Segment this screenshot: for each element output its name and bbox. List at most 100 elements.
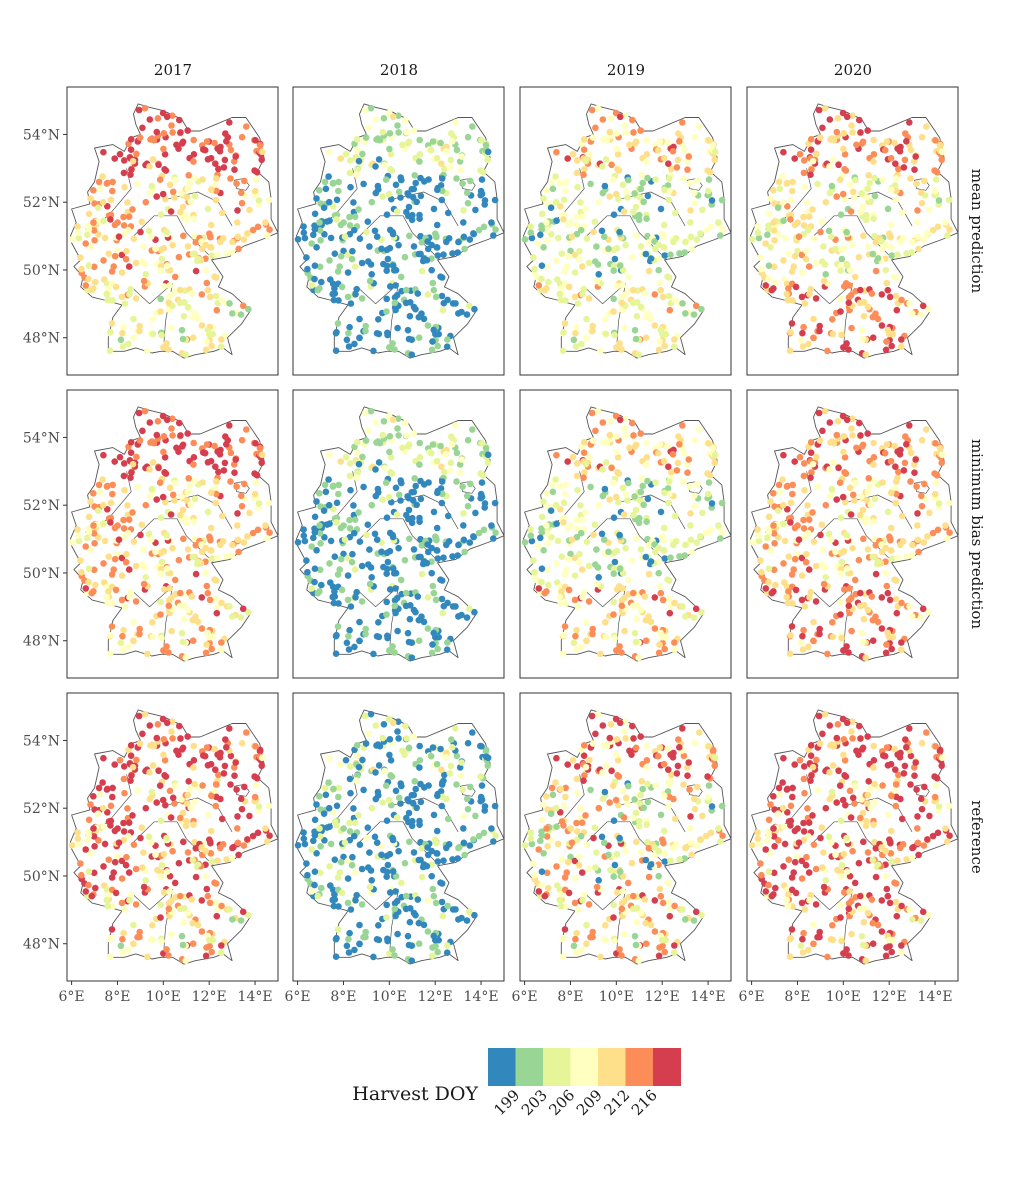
station-point <box>207 457 215 465</box>
station-point <box>460 825 467 832</box>
station-point <box>685 456 692 463</box>
station-point <box>356 315 363 323</box>
station-point <box>618 905 626 913</box>
station-point <box>179 335 187 343</box>
station-point <box>168 930 175 938</box>
station-point <box>887 457 895 465</box>
station-point <box>204 508 212 516</box>
station-point <box>477 793 485 801</box>
station-point <box>892 175 900 182</box>
station-point <box>592 730 599 738</box>
station-point <box>464 502 472 510</box>
station-point <box>484 148 492 156</box>
station-point <box>189 940 197 947</box>
station-point <box>571 269 579 276</box>
station-point <box>90 869 98 877</box>
station-point <box>378 548 385 556</box>
station-point <box>175 253 183 261</box>
station-point <box>783 290 790 298</box>
station-point <box>345 949 353 956</box>
station-point <box>785 250 793 257</box>
station-point <box>340 825 347 832</box>
station-point <box>840 145 847 153</box>
station-point <box>573 929 580 937</box>
station-point <box>704 187 712 195</box>
station-point <box>173 444 180 452</box>
station-point <box>896 148 904 155</box>
station-point <box>878 594 886 601</box>
station-point <box>351 869 359 876</box>
station-point <box>590 228 597 236</box>
station-point <box>611 634 618 642</box>
station-point <box>785 588 792 595</box>
station-point <box>800 323 807 331</box>
station-point <box>643 136 650 144</box>
station-point <box>350 805 357 812</box>
station-point <box>264 535 271 542</box>
station-point <box>452 119 459 126</box>
station-point <box>553 754 560 762</box>
station-point <box>810 538 818 545</box>
station-point <box>452 725 459 732</box>
station-point <box>191 232 198 240</box>
station-point <box>394 425 401 432</box>
station-point <box>370 347 377 355</box>
station-point <box>640 804 647 812</box>
station-point <box>353 285 361 293</box>
station-point <box>924 836 931 843</box>
station-point <box>770 490 777 497</box>
station-point <box>805 566 813 573</box>
station-point <box>840 244 848 252</box>
station-point <box>673 770 681 777</box>
station-point <box>549 791 557 799</box>
station-point <box>144 953 151 961</box>
station-point <box>637 303 645 311</box>
station-point <box>888 948 895 956</box>
station-point <box>358 598 366 605</box>
station-point <box>803 550 810 558</box>
station-point <box>203 641 210 648</box>
station-point <box>660 524 668 532</box>
station-point <box>388 195 395 203</box>
station-point <box>809 206 816 213</box>
station-point <box>105 250 113 257</box>
station-point <box>633 838 640 846</box>
station-point <box>68 236 76 243</box>
station-point <box>781 537 789 545</box>
station-point <box>364 521 372 528</box>
station-point <box>433 457 441 465</box>
station-point <box>386 130 394 137</box>
station-point <box>606 193 613 200</box>
station-point <box>384 861 392 869</box>
station-point <box>189 919 197 927</box>
station-point <box>717 232 724 239</box>
station-point <box>559 347 567 355</box>
station-point <box>656 338 663 345</box>
station-point <box>140 580 148 588</box>
station-point <box>178 190 185 197</box>
station-point <box>610 514 618 521</box>
station-point <box>139 258 146 265</box>
station-point <box>346 626 353 634</box>
station-point <box>609 782 617 789</box>
station-point <box>545 884 552 892</box>
station-point <box>833 193 840 200</box>
station-point <box>212 898 220 906</box>
station-point <box>883 279 891 287</box>
station-point <box>145 227 153 235</box>
station-point <box>112 283 120 291</box>
station-point <box>256 444 264 452</box>
station-point <box>142 271 149 278</box>
station-point <box>843 340 850 347</box>
station-point <box>800 819 807 827</box>
station-point <box>258 762 266 770</box>
station-point <box>610 817 618 824</box>
station-point <box>239 302 247 310</box>
station-point <box>122 558 130 566</box>
station-point <box>313 244 320 251</box>
station-point <box>589 327 596 335</box>
station-point <box>120 323 127 331</box>
station-point <box>804 226 812 234</box>
station-point <box>159 493 167 501</box>
station-point <box>120 460 128 467</box>
